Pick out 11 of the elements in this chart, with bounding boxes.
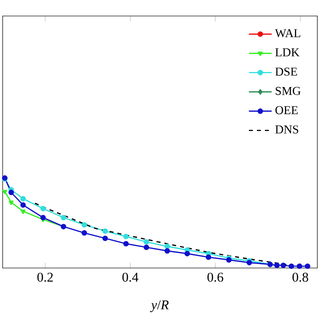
x-tick-label: 0.8 [292,272,308,282]
legend-label: WAL [274,29,300,38]
x-axis-title: y/R [150,300,169,312]
legend-label: DSE [275,68,298,76]
legend-label: DNS [275,125,298,134]
legend-label: SMG [276,86,301,95]
legend-label: LDK [275,48,300,56]
x-tick-label: 0.2 [37,272,53,282]
x-tick-label: 0.6 [207,272,224,282]
legend-label: OEE [275,106,298,114]
x-tick-label: 0.4 [122,272,138,282]
